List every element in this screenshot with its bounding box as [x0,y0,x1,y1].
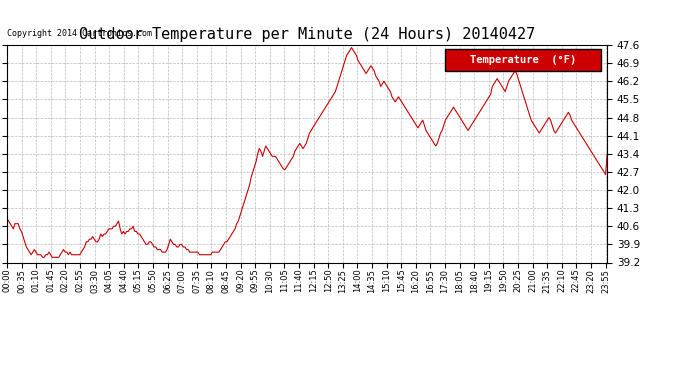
Text: Temperature  (°F): Temperature (°F) [470,55,576,65]
Text: Copyright 2014 Cartronics.com: Copyright 2014 Cartronics.com [7,28,152,38]
Bar [445,50,601,71]
Title: Outdoor Temperature per Minute (24 Hours) 20140427: Outdoor Temperature per Minute (24 Hours… [79,27,535,42]
